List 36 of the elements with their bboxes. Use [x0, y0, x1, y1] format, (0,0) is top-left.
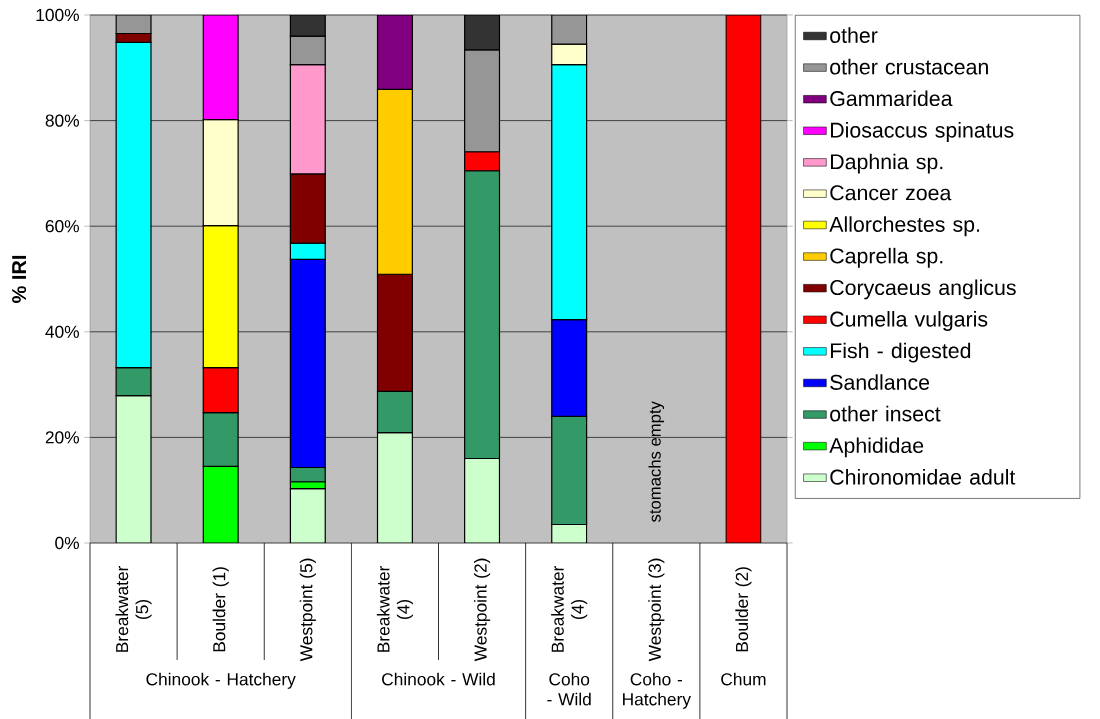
legend-label: Aphididae — [829, 437, 924, 458]
y-tick-label: 60% — [45, 220, 79, 233]
x-tick-label: Breakwater (5) — [115, 565, 152, 652]
x-tick-label: Breakwater (4) — [551, 565, 588, 652]
x-tick-label: Boulder (1) — [212, 567, 229, 652]
legend-label: Cumella vulgaris — [830, 311, 988, 331]
legend-label: Daphnia sp. — [831, 153, 943, 174]
legend-label: Gammaridea — [830, 90, 953, 107]
legend-label: other — [830, 27, 878, 43]
legend-label: Fish - digested — [831, 342, 971, 363]
y-tick-label: 40% — [45, 325, 79, 338]
y-tick-label: 100% — [36, 8, 79, 22]
y-tick-label: 0% — [55, 536, 79, 550]
legend-label: Caprella sp. — [830, 247, 943, 268]
legend-label: Cancer zoea — [830, 185, 952, 201]
x-tick-label: Westpoint (2) — [473, 558, 491, 662]
y-tick-label: 20% — [45, 431, 79, 444]
text: Chum — [721, 672, 766, 686]
legend-label: Chironomidae adult — [830, 468, 1016, 485]
text: Chinook - Hatchery — [146, 672, 296, 689]
legend-label: Sandlance — [830, 374, 930, 390]
x-tick-label: Breakwater (4) — [376, 565, 414, 652]
x-tick-label: Boulder (2) — [735, 567, 752, 652]
y-tick-label: 80% — [45, 114, 79, 127]
legend-label: Diosaccus spinatus — [831, 122, 1014, 142]
annotation: stomachs empty — [648, 401, 665, 522]
x-tick-label: Westpoint (5) — [299, 558, 316, 662]
legend-label: Allorchestes sp. — [829, 216, 980, 237]
legend-label: Corycaeus anglicus — [830, 279, 1016, 300]
text: Chinook - Wild — [382, 672, 495, 686]
y-axis-title: % IRI — [12, 255, 27, 303]
text: Coho - Wild — [547, 672, 591, 706]
x-tick-label: Westpoint (3) — [648, 558, 665, 662]
legend-label: other crustacean — [830, 58, 988, 75]
legend-label: other insect — [830, 405, 941, 422]
text: Coho - Hatchery — [623, 672, 691, 709]
